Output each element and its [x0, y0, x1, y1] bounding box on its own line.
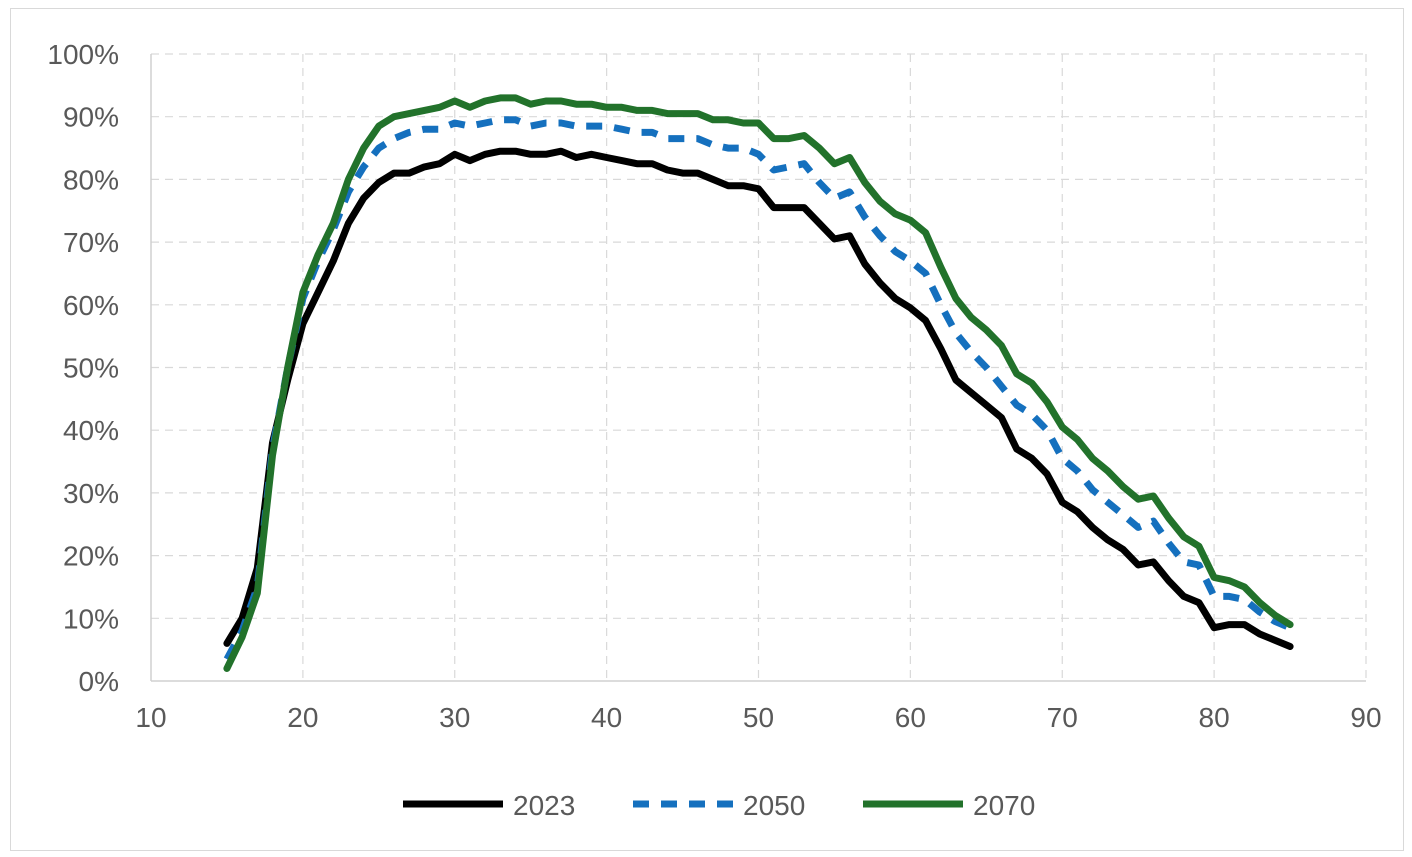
x-tick-label: 40	[591, 702, 622, 733]
x-tick-label: 20	[287, 702, 318, 733]
x-tick-label: 50	[743, 702, 774, 733]
series-line-2023	[223, 147, 1294, 650]
legend-label-2050: 2050	[743, 790, 805, 821]
axes: 0% 10% 20% 30% 40% 50% 60% 70% 80% 90% 100% 10 20 30 4…	[47, 39, 1381, 733]
x-tick-label: 90	[1350, 702, 1381, 733]
y-tick-label: 60%	[63, 290, 119, 321]
legend-label-2070: 2070	[973, 790, 1035, 821]
line-chart: 0% 10% 20% 30% 40% 50% 60% 70% 80% 90% 100% 10 20 30 4…	[47, 39, 1381, 821]
y-tick-label: 90%	[63, 102, 119, 133]
x-tick-label: 70	[1047, 702, 1078, 733]
x-tick-label: 80	[1199, 702, 1230, 733]
legend-label-2023: 2023	[513, 790, 575, 821]
y-tick-label: 10%	[63, 603, 119, 634]
x-tick-label: 10	[135, 702, 166, 733]
x-tick-label: 60	[895, 702, 926, 733]
x-tick-label: 30	[439, 702, 470, 733]
series-line-2070	[223, 94, 1294, 672]
y-tick-label: 20%	[63, 541, 119, 572]
grid	[151, 53, 1367, 681]
legend: 2023 2050 2070	[403, 790, 1035, 821]
series-lines	[223, 94, 1294, 672]
series-line-2050	[223, 116, 1292, 661]
y-tick-label: 30%	[63, 478, 119, 509]
y-tick-label: 70%	[63, 227, 119, 258]
y-tick-label: 100%	[47, 39, 119, 70]
y-tick-label: 80%	[63, 164, 119, 195]
y-tick-label: 0%	[79, 666, 119, 697]
y-tick-label: 40%	[63, 415, 119, 446]
y-tick-label: 50%	[63, 353, 119, 384]
chart-frame: 0% 10% 20% 30% 40% 50% 60% 70% 80% 90% 100% 10 20 30 4…	[10, 8, 1404, 851]
